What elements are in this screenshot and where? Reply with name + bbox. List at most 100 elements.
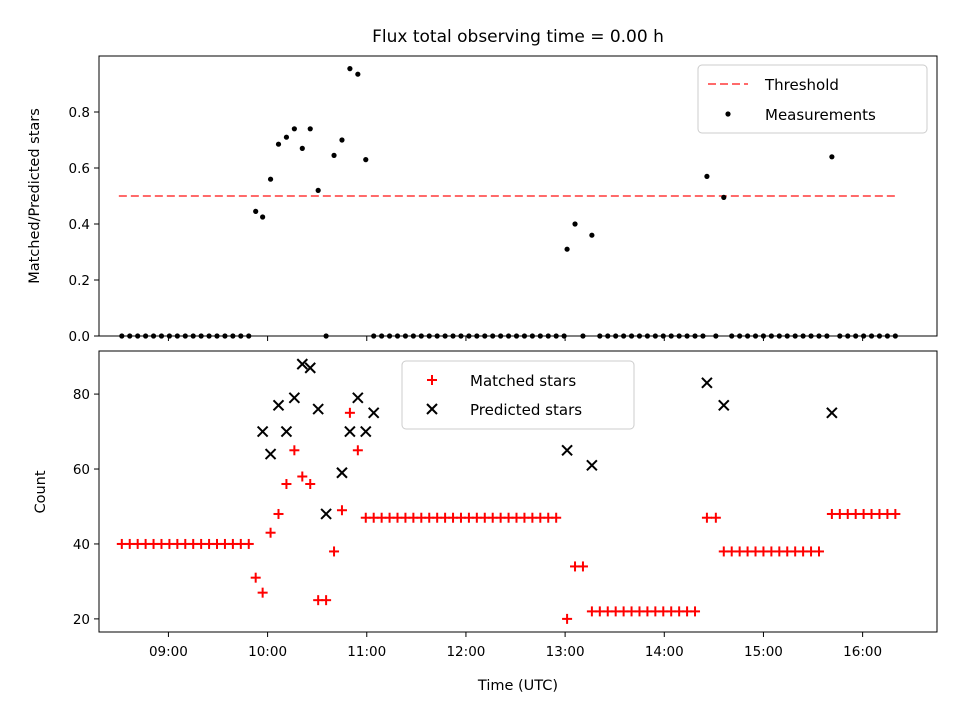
matched-star-point xyxy=(297,471,308,482)
top-y-tick-label: 0.0 xyxy=(69,329,90,345)
top-y-axis-ticks: 0.0 0.2 0.4 0.6 0.8 xyxy=(69,105,99,345)
matched-star-point xyxy=(577,561,588,572)
matched-star-point xyxy=(265,527,276,538)
measurement-point xyxy=(564,246,570,252)
bottom-legend: Matched stars Predicted stars xyxy=(401,360,635,430)
measurement-point xyxy=(829,154,835,160)
matched-star-point xyxy=(257,587,268,598)
predicted-star-point xyxy=(586,459,598,471)
predicted-star-point xyxy=(320,508,332,520)
bottom-x-tick-label: 13:00 xyxy=(546,644,585,660)
measurement-point xyxy=(299,145,305,151)
measurement-point xyxy=(339,137,345,143)
measurement-point xyxy=(331,152,337,158)
measurement-point xyxy=(267,176,274,182)
predicted-star-point xyxy=(336,467,348,479)
predicted-star-point xyxy=(256,425,269,438)
predicted-star-point xyxy=(360,425,372,438)
top-y-axis-label: Matched/Predicted stars xyxy=(27,108,43,284)
predicted-star-point xyxy=(272,399,285,412)
bottom-x-tick-label: 14:00 xyxy=(645,644,684,660)
predicted-star-point xyxy=(344,425,356,438)
measurement-point xyxy=(363,157,369,163)
measurement-point xyxy=(704,173,710,179)
top-legend-box xyxy=(697,64,928,134)
predicted-star-point xyxy=(280,425,293,438)
predicted-star-point xyxy=(288,392,301,404)
top-legend: Threshold Measurements xyxy=(697,64,928,134)
predicted-star-point xyxy=(312,403,324,415)
bottom-x-axis-ticks: 09:00 10:00 11:00 12:00 13:00 14:00 15:00 16:00 xyxy=(149,632,882,660)
matched-star-point xyxy=(243,538,254,549)
matched-star-point xyxy=(273,508,284,519)
bottom-panel: 20 40 60 80 09:00 10:00 11:00 12:00 13:00 14:00 1… xyxy=(33,350,938,694)
measurements-legend-label: Measurements xyxy=(765,106,876,124)
matched-star-point xyxy=(305,479,316,490)
measurement-point xyxy=(291,126,297,132)
top-y-tick-label: 0.6 xyxy=(69,161,90,177)
bottom-y-tick-label: 40 xyxy=(73,537,90,553)
bottom-x-tick-label: 16:00 xyxy=(843,644,882,660)
measurement-point xyxy=(315,187,321,193)
measurement-point xyxy=(721,194,727,200)
predicted-star-point xyxy=(701,377,713,389)
predicted-star-point xyxy=(718,399,730,412)
predicted-star-point xyxy=(264,448,277,460)
measurement-point xyxy=(589,232,595,238)
predicted-star-point xyxy=(352,392,364,404)
top-x-axis-ticks xyxy=(167,336,864,341)
matched-legend-swatch xyxy=(427,375,437,385)
bottom-x-tick-label: 10:00 xyxy=(248,644,287,660)
bottom-y-axis-label: Count xyxy=(33,470,49,513)
threshold-legend-label: Threshold xyxy=(764,76,839,94)
bottom-y-axis-ticks: 20 40 60 80 xyxy=(73,387,99,628)
matched-star-point xyxy=(710,512,721,523)
bottom-axes-frame xyxy=(98,350,938,633)
matched-star-point xyxy=(321,595,332,606)
bottom-y-tick-label: 60 xyxy=(73,462,90,478)
measurement-point xyxy=(253,208,259,214)
predicted-star-point xyxy=(304,362,316,374)
predicted-legend-swatch xyxy=(426,403,438,415)
bottom-x-tick-label: 12:00 xyxy=(446,644,485,660)
matched-star-point xyxy=(813,546,824,557)
measurement-point xyxy=(275,141,282,147)
measurement-point xyxy=(347,66,353,72)
measurement-point xyxy=(283,134,290,140)
top-y-tick-label: 0.4 xyxy=(69,217,90,233)
matched-star-point xyxy=(281,479,292,490)
bottom-x-tick-label: 11:00 xyxy=(347,644,386,660)
top-panel: 0.00.20.40.60.8 Matched/Predicted stars … xyxy=(27,55,938,345)
matched-star-point xyxy=(336,505,347,516)
top-y-tick-label: 0.8 xyxy=(69,105,90,121)
measurement-point xyxy=(572,221,578,227)
matched-star-point xyxy=(250,572,261,583)
predicted-star-point xyxy=(561,444,573,456)
matched-star-point xyxy=(701,512,712,523)
bottom-x-axis-label: Time (UTC) xyxy=(477,678,558,694)
top-axes-frame xyxy=(98,55,938,337)
bottom-legend-box xyxy=(401,360,635,430)
matched-legend-label: Matched stars xyxy=(470,372,576,390)
matched-star-point xyxy=(289,445,300,456)
measurements-legend-swatch xyxy=(725,111,731,117)
measurement-point xyxy=(260,214,266,220)
predicted-legend-label: Predicted stars xyxy=(470,401,582,419)
predicted-star-point xyxy=(296,358,309,370)
measurement-point xyxy=(307,126,313,132)
bottom-x-tick-label: 15:00 xyxy=(744,644,783,660)
matched-star-point xyxy=(690,606,701,617)
matched-star-point xyxy=(562,613,573,624)
bottom-x-tick-label: 09:00 xyxy=(149,644,188,660)
chart-title: Flux total observing time = 0.00 h xyxy=(372,27,664,47)
measurement-point xyxy=(355,71,361,77)
matched-star-point xyxy=(890,508,901,519)
bottom-y-tick-label: 20 xyxy=(73,612,90,628)
top-y-tick-label: 0.2 xyxy=(69,273,90,289)
matched-star-point xyxy=(329,546,340,557)
predicted-star-point xyxy=(826,407,838,419)
matched-star-point xyxy=(344,407,355,418)
matched-star-point xyxy=(352,445,363,456)
predicted-star-point xyxy=(367,407,380,419)
matched-star-point xyxy=(551,512,562,523)
